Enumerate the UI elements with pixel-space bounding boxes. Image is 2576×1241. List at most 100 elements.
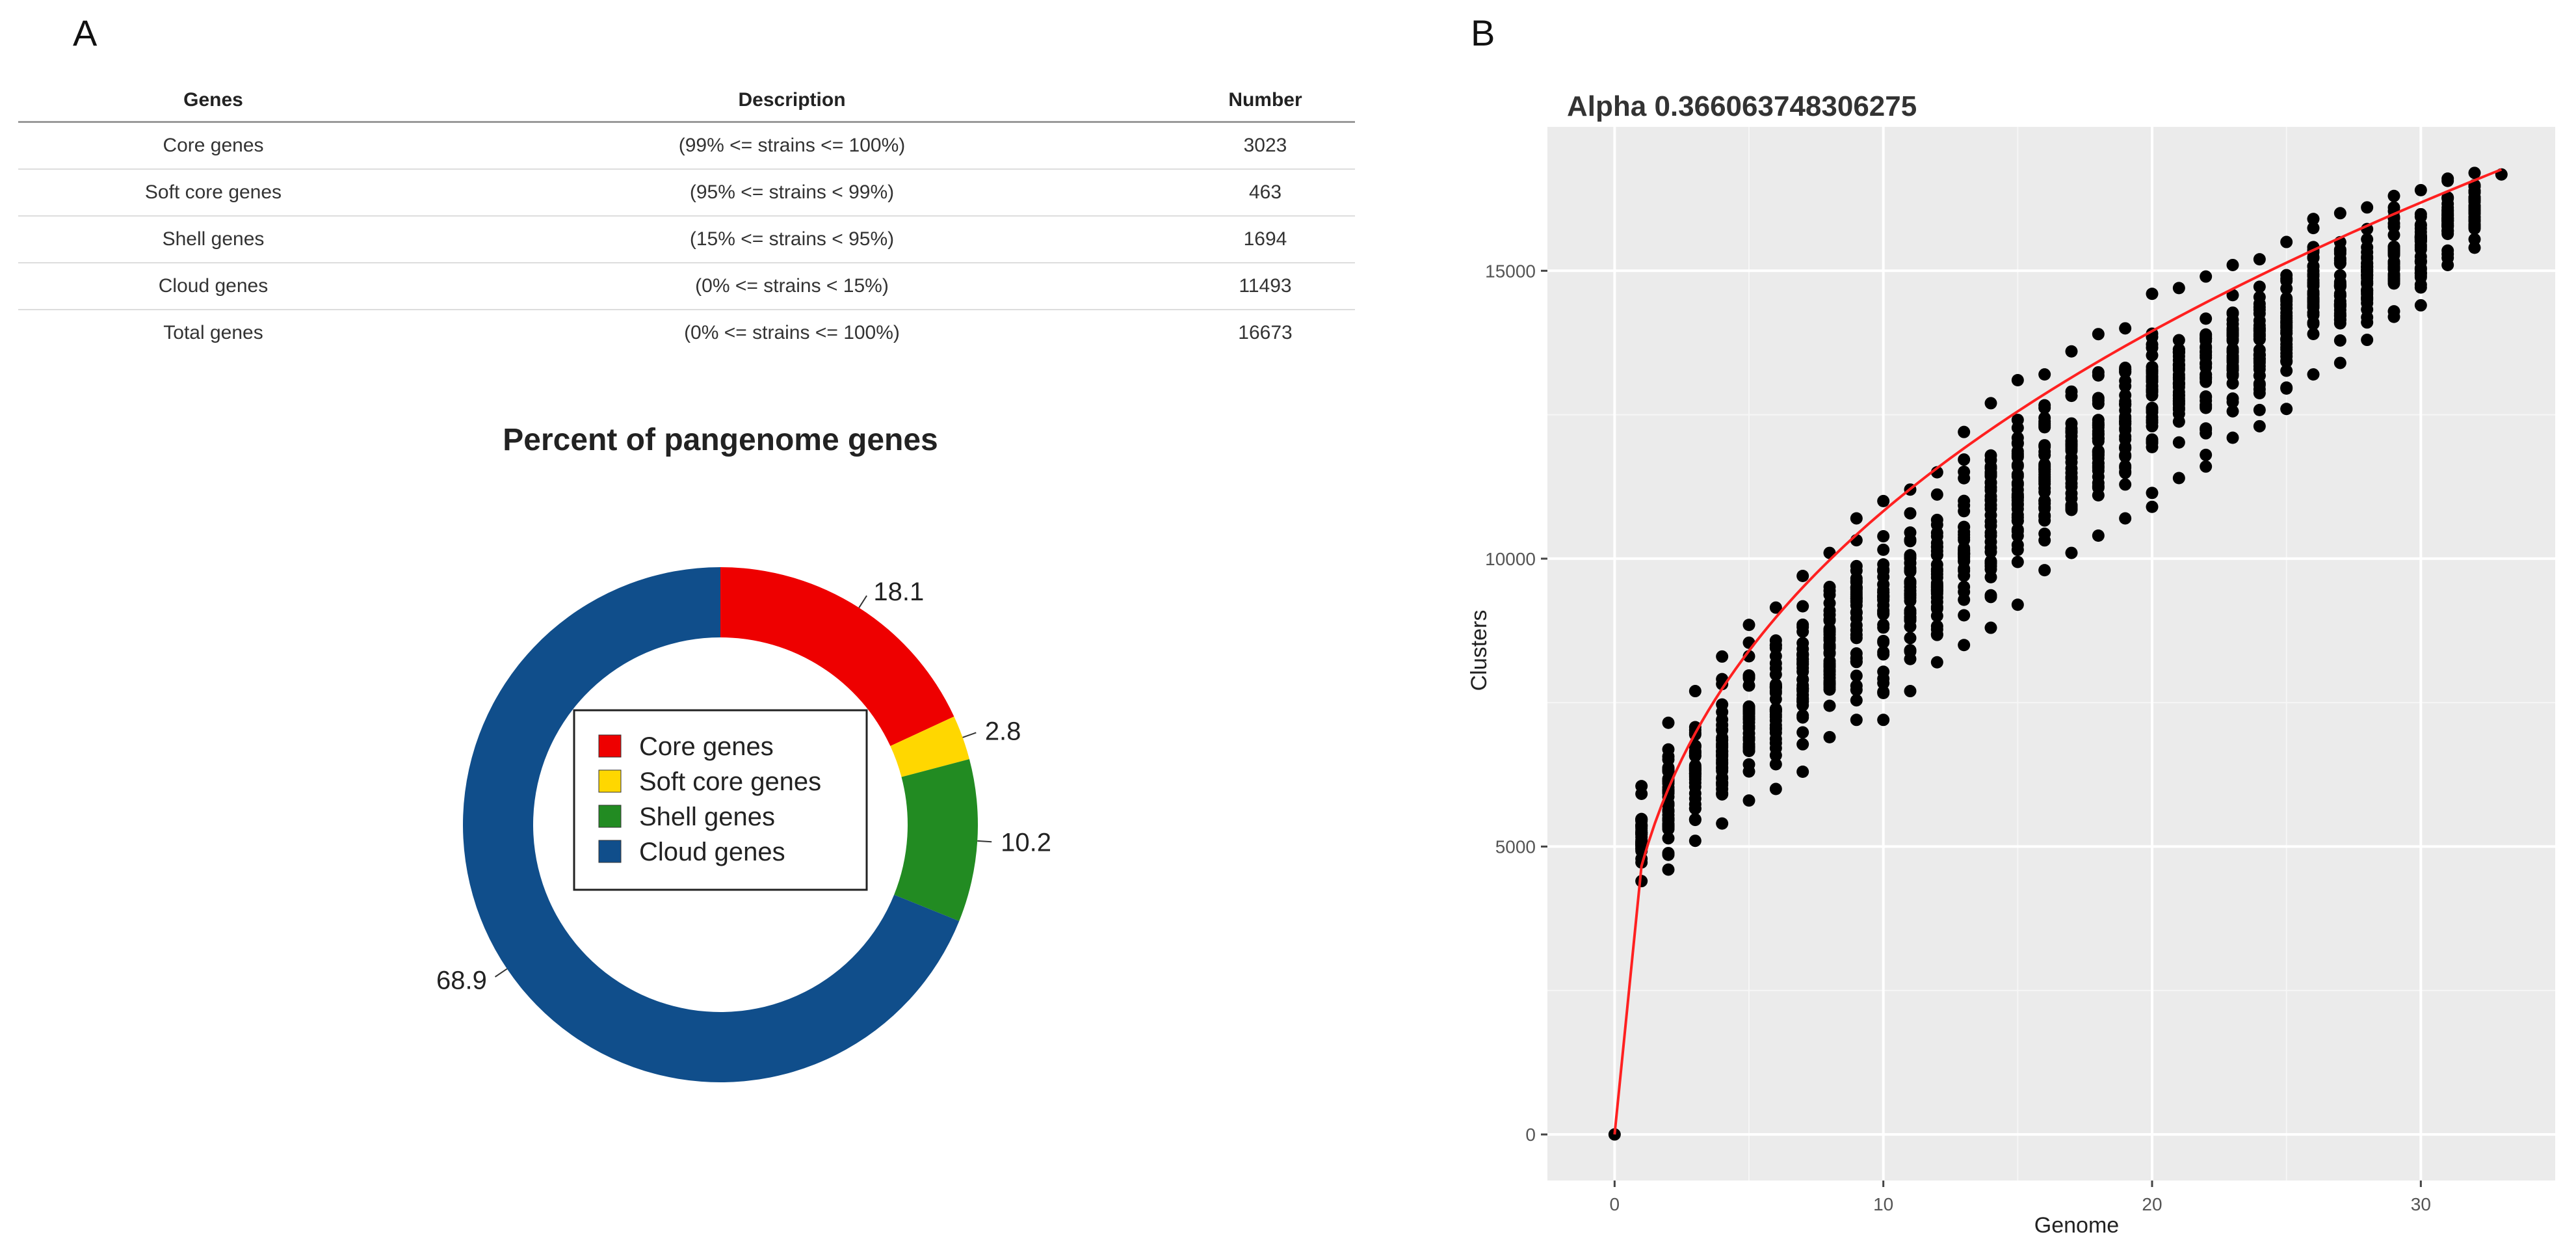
- scatter-point: [2253, 280, 2266, 293]
- donut-slice-core-genes: [720, 567, 954, 747]
- scatter-point: [2361, 201, 2374, 214]
- scatter-point: [2253, 386, 2266, 399]
- plot-panel: [1547, 127, 2555, 1181]
- legend-entry-label: Shell genes: [639, 803, 775, 831]
- scatter-point: [1877, 607, 1890, 620]
- scatter-chart-title: Alpha 0.366063748306275: [1567, 90, 1917, 122]
- scatter-point: [1877, 494, 1890, 507]
- scatter-point: [1930, 565, 1943, 578]
- scatter-point: [2011, 598, 2024, 611]
- scatter-point: [1904, 632, 1917, 645]
- scatter-point: [1984, 397, 1997, 410]
- scatter-point: [2065, 390, 2078, 403]
- scatter-point: [2226, 392, 2239, 405]
- scatter-point: [1930, 544, 1943, 557]
- table-cell-number: 1694: [1243, 228, 1287, 250]
- scatter-point: [2387, 220, 2400, 234]
- scatter-point: [1796, 600, 1809, 613]
- scatter-point: [1796, 569, 1809, 582]
- scatter-point: [2172, 394, 2185, 407]
- slice-leader-line: [494, 968, 508, 978]
- scatter-point: [2038, 449, 2051, 462]
- scatter-point: [1904, 645, 1917, 658]
- scatter-point: [2065, 422, 2078, 435]
- scatter-point: [1850, 679, 1863, 692]
- scatter-point: [2092, 529, 2105, 542]
- scatter-point: [1769, 661, 1782, 674]
- scatter-point: [2280, 327, 2293, 340]
- scatter-point: [2038, 527, 2051, 540]
- scatter-point: [2092, 449, 2105, 462]
- scatter-point: [2146, 338, 2159, 351]
- scatter-point: [2253, 297, 2266, 310]
- scatter-point: [2200, 448, 2213, 461]
- scatter-point: [1958, 425, 1971, 438]
- scatter-point: [2333, 252, 2346, 265]
- scatter-point: [1958, 499, 1971, 512]
- scatter-point: [2468, 207, 2481, 220]
- scatter-point: [1796, 658, 1809, 671]
- scatter-point: [2226, 258, 2239, 271]
- donut-slices: [463, 567, 978, 1082]
- scatter-point: [2092, 366, 2105, 379]
- scatter-point: [1850, 669, 1863, 682]
- scatter-point: [2038, 401, 2051, 414]
- scatter-point: [2146, 500, 2159, 513]
- scatter-point: [1930, 583, 1943, 596]
- scatter-point: [1796, 648, 1809, 661]
- scatter-point: [2387, 189, 2400, 202]
- scatter-point: [2146, 360, 2159, 373]
- scatter-point: [2307, 265, 2320, 278]
- scatter-point: [1958, 472, 1971, 485]
- scatter-point: [1769, 741, 1782, 754]
- scatter-point: [1769, 650, 1782, 663]
- scatter-point: [1958, 639, 1971, 652]
- scatter-point: [2414, 271, 2427, 284]
- scatter-point: [2333, 298, 2346, 311]
- scatter-point: [1958, 562, 1971, 575]
- scatter-point: [1823, 661, 1836, 674]
- table-row: Total genes (0% <= strains <= 100%) 1667…: [18, 310, 1355, 356]
- scatter-point: [1662, 743, 1675, 756]
- scatter-point: [2307, 306, 2320, 319]
- scatter-point: [1635, 788, 1648, 801]
- table-cell-description: (15% <= strains < 95%): [689, 228, 895, 250]
- scatter-point: [1904, 587, 1917, 600]
- scatter-point: [2414, 250, 2427, 263]
- scatter-point: [1742, 619, 1755, 632]
- scatter-point: [2092, 328, 2105, 341]
- scatter-point: [1716, 749, 1729, 762]
- scatter-point: [2092, 392, 2105, 405]
- scatter-point: [1796, 682, 1809, 695]
- legend-entry-label: Cloud genes: [639, 838, 785, 866]
- scatter-point: [2172, 282, 2185, 295]
- scatter-point: [2414, 231, 2427, 244]
- scatter-point: [1689, 760, 1702, 773]
- scatter-point: [2280, 282, 2293, 295]
- scatter-point: [2307, 222, 2320, 235]
- scatter-point: [1823, 584, 1836, 597]
- slice-value-label: 18.1: [873, 578, 924, 606]
- scatter-point: [1742, 669, 1755, 682]
- scatter-point: [2011, 503, 2024, 516]
- scatter-point: [2253, 253, 2266, 266]
- scatter-point: [2146, 401, 2159, 414]
- scatter-points: [1608, 167, 2508, 1141]
- scatter-point: [2280, 381, 2293, 394]
- scatter-point: [2441, 252, 2454, 265]
- scatter-point: [1850, 694, 1863, 707]
- table-cell-description: (0% <= strains < 15%): [695, 275, 889, 297]
- scatter-point: [2441, 174, 2454, 187]
- column-header-number: Number: [1228, 89, 1302, 111]
- scatter-point: [2333, 277, 2346, 290]
- scatter-point: [2253, 348, 2266, 361]
- scatter-point: [1689, 745, 1702, 758]
- table-cell-number: 11493: [1239, 275, 1292, 297]
- scatter-point: [1716, 817, 1729, 830]
- scatter-point: [1662, 753, 1675, 766]
- y-tick-label: 5000: [1495, 837, 1536, 857]
- scatter-point: [1662, 763, 1675, 776]
- scatter-point: [1796, 738, 1809, 751]
- scatter-point: [1769, 723, 1782, 736]
- scatter-point: [2065, 501, 2078, 514]
